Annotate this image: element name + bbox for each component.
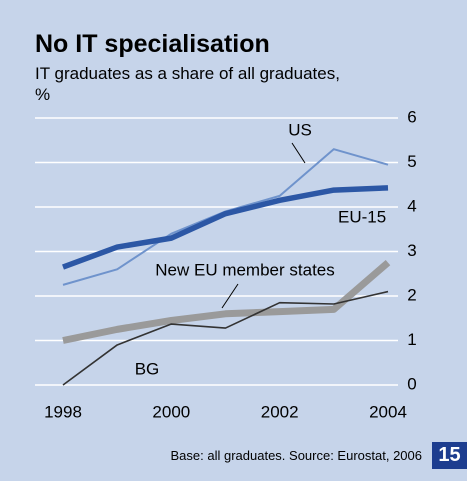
leader-line [291, 142, 306, 164]
chart-title: No IT specialisation [35, 30, 270, 58]
y-tick-label: 4 [407, 196, 416, 215]
series-label: US [288, 120, 312, 139]
y-tick-label: 5 [407, 152, 416, 171]
series-line [62, 259, 391, 344]
y-tick-label: 6 [407, 107, 416, 126]
series-label: EU-15 [338, 207, 386, 226]
page-number: 15 [432, 442, 467, 469]
y-tick-label: 3 [407, 241, 416, 260]
series-line [62, 185, 389, 270]
x-tick-label: 2002 [261, 402, 299, 421]
x-tick-label: 2004 [369, 402, 407, 421]
x-tick-label: 1998 [44, 402, 82, 421]
leader-line [221, 283, 239, 309]
series-line [62, 290, 389, 386]
x-tick-label: 2000 [152, 402, 190, 421]
y-tick-label: 0 [407, 374, 416, 393]
source-note: Base: all graduates. Source: Eurostat, 2… [170, 448, 423, 463]
y-tick-label: 1 [407, 330, 416, 349]
series-label: New EU member states [155, 260, 335, 279]
chart-subtitle: IT graduates as a share of all graduates… [35, 64, 340, 104]
y-tick-label: 2 [407, 285, 416, 304]
series-label: BG [135, 359, 160, 378]
